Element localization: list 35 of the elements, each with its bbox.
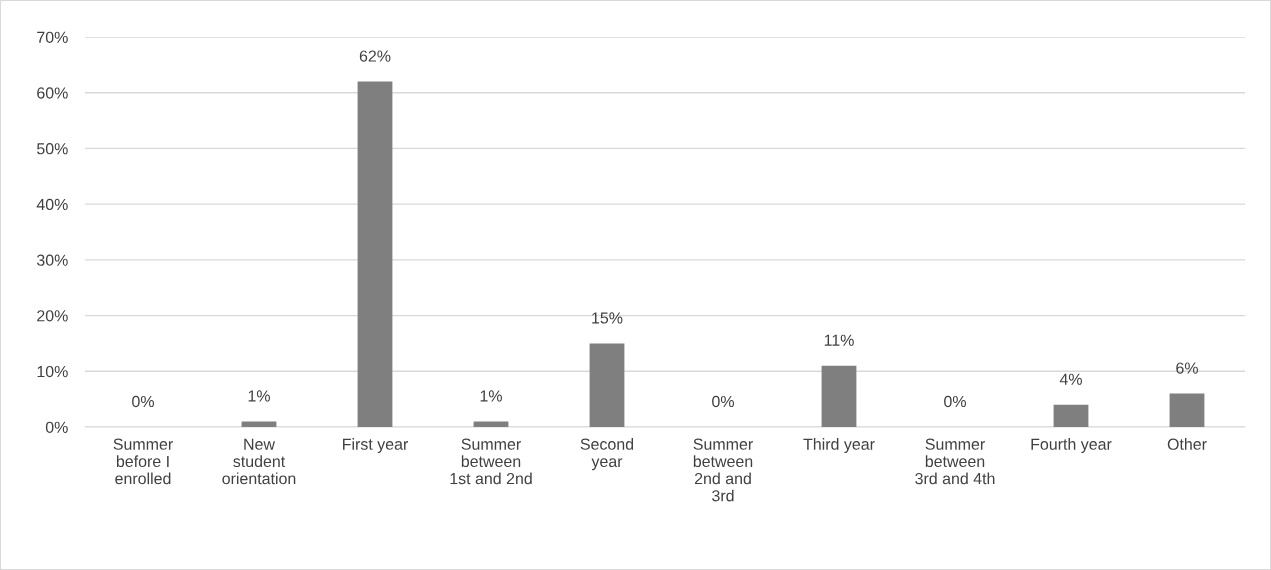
data-label: 11%	[824, 334, 854, 346]
bar	[241, 421, 277, 427]
x-tick-label: Other	[1167, 438, 1207, 450]
bar	[589, 343, 625, 427]
x-tick-label: Summer between 2nd and 3rd	[693, 438, 753, 502]
bar	[1053, 404, 1089, 427]
x-tick-label: Fourth year	[1031, 438, 1112, 453]
y-tick-label: 30%	[36, 254, 68, 266]
x-tick-label: Third year	[803, 438, 875, 453]
data-label: 1%	[480, 390, 502, 402]
data-label: 0%	[712, 395, 734, 408]
data-label: 4%	[1059, 373, 1082, 385]
data-label: 15%	[592, 312, 623, 324]
data-label: 62%	[359, 50, 391, 62]
x-tick-label: Summer between 1st and 2nd	[450, 438, 532, 485]
x-tick-label: Second year	[580, 438, 634, 471]
y-tick-label: 40%	[36, 198, 68, 211]
bar	[1169, 393, 1205, 427]
y-tick-label: 20%	[37, 310, 68, 322]
data-label: 0%	[132, 395, 154, 408]
y-tick-label: 0%	[45, 421, 68, 433]
y-tick-label: 60%	[37, 87, 68, 99]
x-tick-label: Summer before I enrolled	[113, 438, 173, 485]
bar	[821, 365, 857, 427]
y-tick-label: 50%	[37, 143, 68, 155]
x-tick-label: New student orientation	[222, 438, 296, 485]
data-label: 1%	[248, 390, 270, 402]
bar	[357, 81, 393, 427]
y-tick-label: 10%	[37, 365, 68, 378]
x-tick-label: Summer between 3rd and 4th	[915, 438, 995, 485]
x-tick-label: First year	[343, 438, 409, 453]
bar	[473, 421, 509, 427]
data-label: 6%	[1176, 362, 1198, 374]
y-tick-label: 70%	[37, 31, 68, 43]
data-label: 0%	[944, 395, 966, 408]
